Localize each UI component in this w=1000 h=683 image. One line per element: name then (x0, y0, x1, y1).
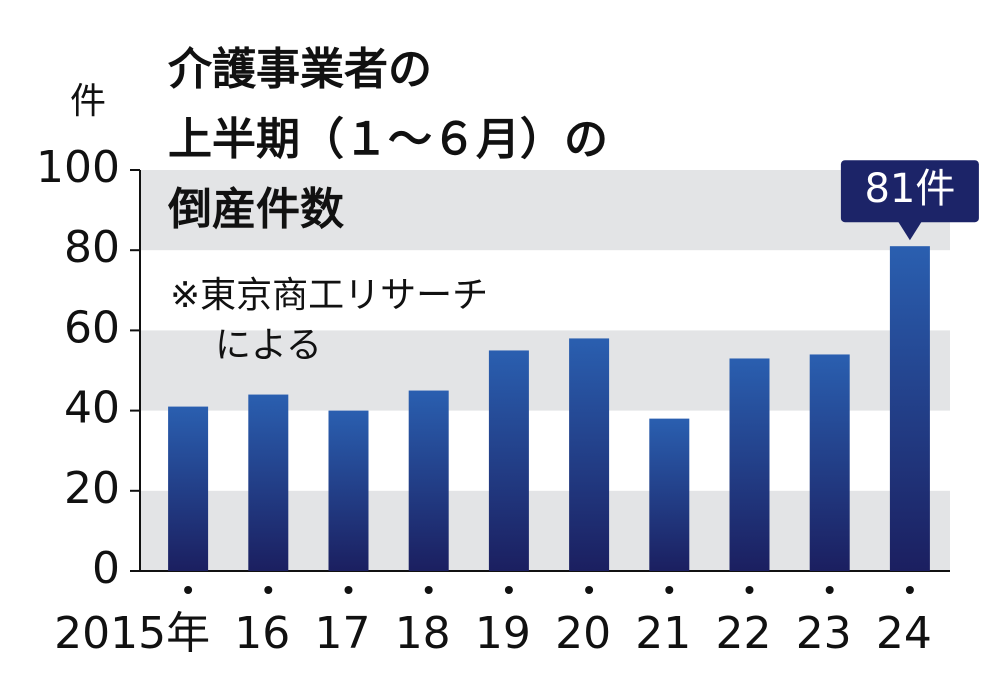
x-tick-label: 23 (796, 608, 852, 659)
bar (569, 338, 610, 571)
bar (488, 350, 529, 571)
x-tick-dot (344, 586, 353, 594)
bar (328, 410, 369, 571)
x-tick-label: 22 (716, 608, 772, 659)
x-tick-label: 2015年 (54, 608, 210, 659)
note: ※東京商工リサーチ (170, 275, 488, 316)
x-tick-label: 20 (555, 608, 611, 659)
bar (168, 406, 209, 571)
note: による (215, 325, 322, 366)
x-tick-label: 16 (234, 608, 290, 659)
chart-title: 上半期（１～６月）の (168, 114, 608, 165)
bar (809, 354, 850, 571)
x-tick-dot (825, 586, 834, 594)
x-tick-dot (665, 586, 674, 594)
y-tick-label: 20 (64, 463, 120, 514)
x-tick-dot (745, 586, 754, 594)
bar (248, 394, 289, 571)
y-tick-label: 80 (64, 222, 120, 273)
y-unit: 件 (70, 81, 106, 122)
y-tick-label: 0 (92, 543, 120, 594)
x-tick-dot (585, 586, 594, 594)
x-tick-label: 19 (475, 608, 531, 659)
x-tick-label: 24 (876, 608, 932, 659)
bar (649, 418, 690, 571)
chart-title: 倒産件数 (167, 184, 344, 235)
x-tick-dot (264, 586, 273, 594)
x-tick-dot (504, 586, 513, 594)
bar (408, 390, 449, 571)
x-tick-label: 18 (395, 608, 451, 659)
value-label: 81件 (864, 166, 955, 212)
y-tick-label: 100 (36, 142, 120, 193)
grid-band (140, 170, 950, 251)
callout-pointer (897, 221, 922, 241)
callout-box (840, 160, 979, 223)
y-tick-label: 60 (64, 302, 120, 353)
bar (729, 358, 770, 571)
y-tick-label: 40 (64, 383, 120, 434)
x-tick-dot (184, 586, 193, 594)
chart-title: 介護事業者の (168, 44, 432, 95)
bar (889, 246, 930, 571)
x-tick-label: 21 (635, 608, 691, 659)
x-tick-dot (905, 586, 914, 594)
x-tick-label: 17 (315, 608, 371, 659)
x-tick-dot (424, 586, 433, 594)
